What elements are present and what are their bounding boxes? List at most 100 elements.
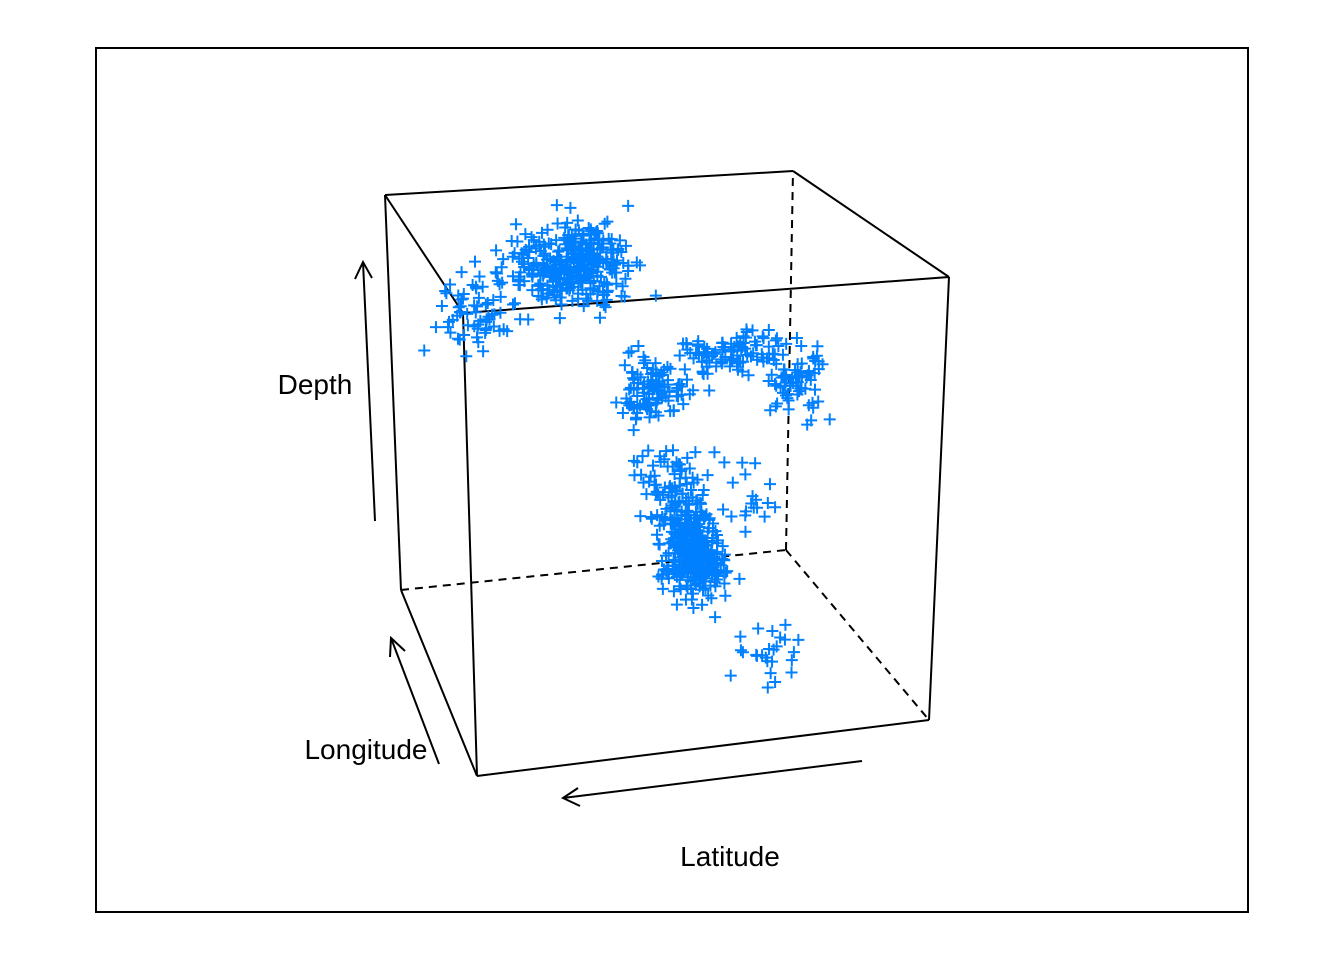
scatter-point [451,309,464,322]
scatter-point [655,366,668,379]
scatter-point [734,356,747,369]
scatter-point [587,247,600,260]
scatter-point [668,525,681,538]
scatter-point [691,498,704,511]
scatter-point [622,199,635,212]
cube-edge-top-back [384,170,794,196]
scatter-point [683,462,696,475]
scatter-point [672,518,685,531]
scatter-point [452,301,465,314]
scatter-point [576,251,589,264]
scatter-point [692,573,705,586]
cube-edge-bottom-front [476,719,930,777]
scatter-point [461,319,474,332]
scatter-point [691,339,704,352]
scatter-point [666,535,679,548]
scatter-point [468,320,481,333]
scatter-point [724,669,737,682]
scatter-point [489,266,502,279]
scatter-point [508,247,521,260]
scatter-point [785,666,798,679]
cube-edge-hidden-2 [785,549,930,721]
scatter-point [670,456,683,469]
scatter-point [490,244,503,257]
scatter-point [598,289,611,302]
scatter-point [564,201,577,214]
scatter-point [807,401,820,414]
scatter-point [770,332,783,345]
scatter-point [539,262,552,275]
scatter-point [687,384,700,397]
cube-edge-top-front [462,276,950,314]
scatter-point [650,396,663,409]
scatter-point [696,598,709,611]
scatter-point [700,354,713,367]
scatter-point [577,229,590,242]
scatter-point [641,362,654,375]
scatter-point [593,254,606,267]
scatter-point [634,371,647,384]
longitude-axis-label: Longitude [304,734,427,765]
scatter-point [694,496,707,509]
scatter-point [678,363,691,376]
scatter-point [734,337,747,350]
scatter-point [662,563,675,576]
scatter-point [523,264,536,277]
scatter-point [680,478,693,491]
scatter-point [756,330,769,343]
scatter-point [769,378,782,391]
scatter-point [649,289,662,302]
depth-axis-arrow [354,259,376,522]
scatter-point [473,270,486,283]
scatter-point [647,459,660,472]
scatter-point [619,239,632,252]
scatter-point [562,229,575,242]
scatter-point [792,633,805,646]
longitude-axis-arrow [389,635,440,765]
scatter-point [510,218,523,231]
scatter-point [649,488,662,501]
scatter-point [596,241,609,254]
scatter-point [703,384,716,397]
scatter-point [651,509,664,522]
scatter-point [551,217,564,230]
scatter-point [780,337,793,350]
scatter-point [710,529,723,542]
scatter-point [496,276,509,289]
scatter-point [667,405,680,418]
scatter-point [659,549,672,562]
scatter-point [634,510,647,523]
scatter-point [692,552,705,565]
plot-frame [95,47,1249,913]
scatter-point [474,314,487,327]
scatter-point [718,456,731,469]
scatter-point [460,350,473,363]
scatter-point [740,505,753,518]
scatter-point [660,502,673,515]
scatter-point [810,349,823,362]
scatter-point [672,458,685,471]
scatter-point [633,259,646,272]
scatter-point [454,300,467,313]
scatter-point [752,622,765,635]
scatter-point [481,297,494,310]
scatter-point [547,254,560,267]
cube-box [384,170,950,777]
scatter-point [769,334,782,347]
scatter-point [699,582,712,595]
scatter-point [805,414,818,427]
scatter-point [600,277,613,290]
scatter-point [673,349,686,362]
scatter-point [715,353,728,366]
scatter-point [439,285,452,297]
scatter-point [580,242,593,255]
scatter-point [736,646,749,659]
scatter-point [656,510,669,523]
scatter-point [638,386,651,399]
scatter-point [506,298,519,311]
scatter-point [795,339,808,352]
cube-edge-top-left [384,194,464,314]
scatter-point [455,266,468,279]
scatter-point [530,256,543,269]
scatter-point [451,332,464,345]
